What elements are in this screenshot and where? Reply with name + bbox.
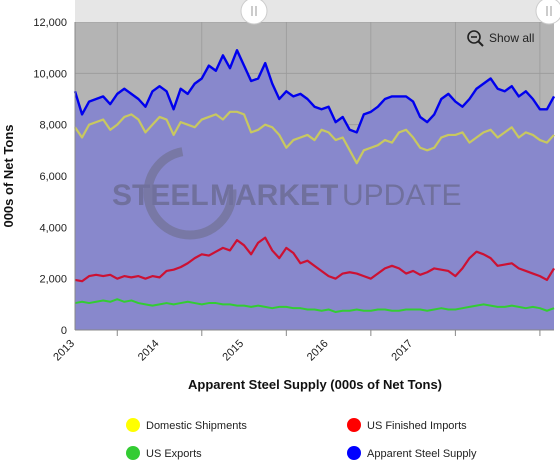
navigator-right-handle-knob[interactable] [535, 0, 560, 25]
legend-marker [347, 446, 361, 460]
legend-label: US Finished Imports [367, 420, 467, 432]
y-tick-label: 12,000 [33, 17, 67, 29]
watermark-word-market: MARKET [210, 179, 338, 212]
series-line-us-finished-imports [74, 236, 555, 283]
watermark-logo-ring [143, 146, 237, 240]
legend-label: Apparent Steel Supply [367, 448, 477, 460]
series-line-domestic-shipments [74, 110, 555, 165]
y-axis-ticks: 0 2,000 4,000 6,000 8,000 10,000 12,000 [33, 17, 67, 337]
zoom-out-icon[interactable] [467, 30, 484, 47]
legend-label: US Exports [146, 448, 202, 460]
watermark: STEEL MARKET UPDATE [112, 146, 461, 240]
legend-marker [126, 418, 140, 432]
y-axis-title: 000s of Net Tons [1, 124, 16, 227]
x-axis-title: Apparent Steel Supply (000s of Net Tons) [188, 377, 442, 392]
show-all-button[interactable]: Show all [467, 30, 534, 47]
series-lines [73, 49, 556, 314]
y-tick-label: 4,000 [39, 222, 67, 234]
legend-marker [126, 446, 140, 460]
legend: Domestic Shipments US Finished Imports US … [126, 418, 477, 460]
zoom-out-icon-handle [477, 40, 484, 47]
series-line-us-exports [74, 298, 555, 314]
zoom-out-icon-lens [467, 30, 481, 44]
legend-item-us-exports[interactable]: US Exports [126, 446, 202, 460]
y-tick-label: 8,000 [39, 120, 67, 132]
navigator-right-handle[interactable] [535, 0, 560, 25]
legend-marker [347, 418, 361, 432]
supply-area-fill [75, 50, 554, 330]
show-all-label[interactable]: Show all [489, 31, 534, 45]
series-fills [75, 50, 554, 330]
legend-label: Domestic Shipments [146, 420, 247, 432]
watermark-word-steel: STEEL [112, 179, 209, 212]
y-tick-label: 2,000 [39, 274, 67, 286]
navigator-left-handle-knob[interactable] [240, 0, 268, 25]
y-tick-label: 10,000 [33, 68, 67, 80]
y-tick-label: 6,000 [39, 171, 67, 183]
legend-item-domestic-shipments[interactable]: Domestic Shipments [126, 418, 247, 432]
navigator-left-handle[interactable] [240, 0, 268, 25]
y-tick-label: 0 [61, 325, 67, 337]
legend-item-us-finished-imports[interactable]: US Finished Imports [347, 418, 467, 432]
navigator-bar[interactable] [75, 0, 554, 22]
legend-item-apparent-steel-supply[interactable]: Apparent Steel Supply [347, 446, 477, 460]
series-line-apparent-steel-supply [73, 49, 556, 134]
watermark-word-update: UPDATE [342, 179, 461, 212]
